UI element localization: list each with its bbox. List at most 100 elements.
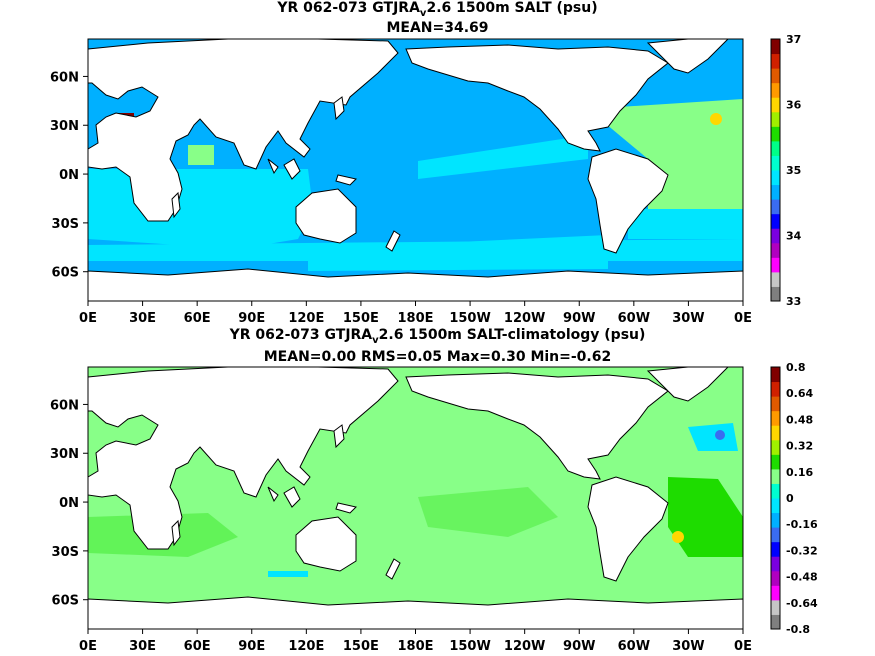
- bottom-plot-subtitle: MEAN=0.00 RMS=0.05 Max=0.30 Min=-0.62: [263, 349, 612, 365]
- colorbar-tick-label: 0.32: [786, 440, 813, 453]
- top-map: [87, 38, 744, 302]
- bottom-south-atlantic: [668, 477, 743, 557]
- colorbar-swatch: [771, 97, 780, 113]
- colorbar-tick-label: 36: [786, 99, 802, 112]
- colorbar-tick-label: -0.48: [786, 571, 818, 584]
- colorbar-swatch: [771, 228, 780, 244]
- colorbar-tick-label: 0.64: [786, 387, 813, 400]
- colorbar-tick-label: 37: [786, 33, 801, 46]
- colorbar-tick-label: 33: [786, 295, 801, 308]
- bottom-na-min: [688, 423, 738, 451]
- colorbar-swatch: [771, 396, 780, 412]
- colorbar-swatch: [771, 367, 780, 383]
- x-tick-label: 60W: [618, 311, 650, 326]
- colorbar-tick-label: 34: [786, 230, 802, 243]
- colorbar-tick-label: -0.32: [786, 544, 818, 557]
- x-tick-label: 120E: [288, 639, 324, 654]
- y-tick-label: 60S: [52, 594, 79, 609]
- bottom-na-min-core: [715, 430, 725, 440]
- colorbar-tick-label: -0.8: [786, 623, 810, 636]
- colorbar-swatch: [771, 170, 780, 186]
- x-tick-label: 30W: [672, 639, 704, 654]
- colorbar-swatch: [771, 585, 780, 601]
- colorbar-swatch: [771, 184, 780, 200]
- x-tick-label: 150E: [343, 311, 379, 326]
- colorbar-swatch: [771, 410, 780, 426]
- colorbar-swatch: [771, 213, 780, 229]
- y-tick-label: 30N: [50, 447, 79, 462]
- bottom-plot-title: YR 062-073 GTJRAv2.6 1500m SALT-climatol…: [229, 327, 646, 346]
- y-tick-label: 60S: [52, 266, 79, 281]
- x-tick-label: 180E: [397, 639, 433, 654]
- colorbar-swatch: [771, 381, 780, 397]
- x-tick-label: 180E: [397, 311, 433, 326]
- x-tick-label: 30W: [672, 311, 704, 326]
- colorbar-frame: [770, 38, 781, 302]
- top-axes: 0E 30E 60E 90E 120E 150E 180E 150W 120W 90W 60W 30W…: [50, 70, 752, 326]
- colorbar-swatch: [771, 570, 780, 586]
- colorbar-swatch: [771, 454, 780, 470]
- x-tick-label: 90W: [563, 639, 595, 654]
- colorbar-swatch: [771, 425, 780, 441]
- colorbar-swatch: [771, 556, 780, 572]
- top-plot-title: YR 062-073 GTJRAv2.6 1500m SALT (psu): [277, 0, 598, 19]
- colorbar-swatch: [771, 599, 780, 615]
- bottom-sa-max: [672, 531, 684, 543]
- x-tick-label: 0E: [734, 311, 752, 326]
- colorbar-swatch: [771, 111, 780, 127]
- colorbar-swatch: [771, 242, 780, 258]
- colorbar-swatch: [771, 468, 780, 484]
- colorbar-tick-label: -0.16: [786, 518, 818, 531]
- top-plot-subtitle: MEAN=34.69: [386, 20, 489, 36]
- top-med-outflow: [710, 113, 722, 125]
- colorbar-swatch: [771, 68, 780, 84]
- colorbar-swatch: [771, 126, 780, 142]
- x-tick-label: 120W: [504, 311, 545, 326]
- bottom-map: [87, 366, 744, 630]
- top-atlantic: [588, 99, 743, 239]
- colorbar-swatch: [771, 271, 780, 287]
- top-arabian-sea: [188, 145, 214, 165]
- y-tick-label: 0N: [59, 168, 79, 183]
- y-tick-label: 30N: [50, 119, 79, 134]
- y-tick-label: 60N: [50, 70, 79, 85]
- x-tick-label: 150W: [449, 311, 490, 326]
- top-colorbar: 37 36 35 34 33: [770, 33, 802, 308]
- top-indian-ocean-band: [88, 169, 313, 249]
- colorbar-swatch: [771, 199, 780, 215]
- colorbar-swatch: [771, 140, 780, 156]
- x-tick-label: 90W: [563, 311, 595, 326]
- colorbar-tick-label: 0.8: [786, 361, 806, 374]
- x-tick-label: 0E: [734, 639, 752, 654]
- y-tick-label: 30S: [52, 217, 79, 232]
- x-tick-label: 120E: [288, 311, 324, 326]
- bottom-southern-cyan: [268, 571, 308, 577]
- colorbar-tick-label: -0.64: [786, 597, 818, 610]
- colorbar-tick-label: 0.16: [786, 466, 813, 479]
- colorbar-swatch: [771, 53, 780, 69]
- x-tick-label: 90E: [238, 639, 265, 654]
- colorbar-swatch: [771, 82, 780, 98]
- x-tick-label: 150E: [343, 639, 379, 654]
- colorbar-swatch: [771, 155, 780, 171]
- top-southern-band: [88, 239, 743, 261]
- colorbar-swatch: [771, 614, 780, 630]
- bottom-green-patch-2: [418, 487, 558, 537]
- x-tick-label: 60E: [184, 639, 211, 654]
- colorbar-swatch: [771, 257, 780, 273]
- y-tick-label: 30S: [52, 545, 79, 560]
- x-tick-label: 0E: [79, 639, 97, 654]
- colorbar-swatch: [771, 527, 780, 543]
- top-equatorial-band: [418, 135, 588, 179]
- x-tick-label: 0E: [79, 311, 97, 326]
- colorbar-frame: [770, 366, 781, 630]
- colorbar-swatch: [771, 286, 780, 302]
- colorbar-swatch: [771, 541, 780, 557]
- x-tick-label: 30E: [129, 639, 156, 654]
- x-tick-label: 150W: [449, 639, 490, 654]
- colorbar-swatch: [771, 39, 780, 55]
- colorbar-swatch: [771, 483, 780, 499]
- colorbar-tick-label: 35: [786, 164, 801, 177]
- top-atlantic-cyan: [628, 209, 743, 239]
